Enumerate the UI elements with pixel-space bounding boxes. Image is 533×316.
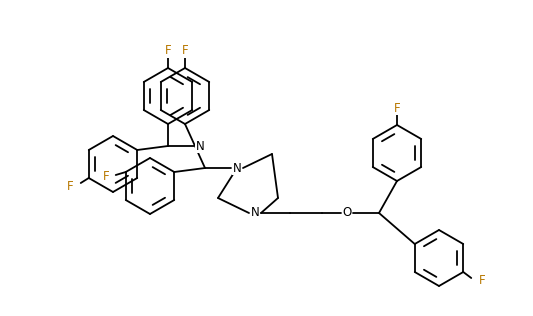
Text: F: F (67, 179, 73, 192)
Text: F: F (102, 171, 109, 184)
Text: N: N (232, 161, 241, 174)
Text: N: N (251, 206, 260, 220)
Text: F: F (165, 45, 171, 58)
Text: N: N (196, 139, 204, 153)
Text: F: F (182, 45, 188, 58)
Text: O: O (342, 206, 352, 220)
Text: F: F (479, 275, 486, 288)
Text: F: F (394, 101, 400, 114)
